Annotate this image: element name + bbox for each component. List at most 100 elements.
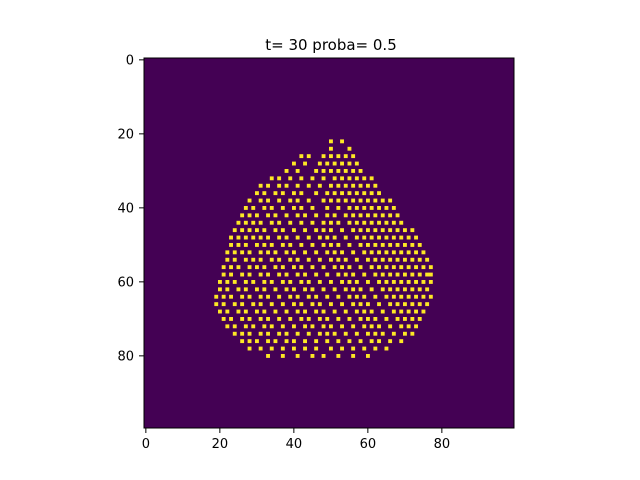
occupied-cell [325,339,330,344]
occupied-cell [347,265,352,270]
occupied-cell [347,317,352,321]
occupied-cell [269,220,274,225]
occupied-cell [288,294,293,299]
occupied-cell [280,228,285,233]
occupied-cell [277,257,282,262]
occupied-cell [358,243,363,247]
occupied-cell [229,235,233,240]
occupied-cell [354,176,359,181]
occupied-cell [325,331,330,336]
occupied-cell [366,354,370,358]
occupied-cell [225,250,230,255]
occupied-cell [232,331,237,336]
occupied-cell [362,346,367,351]
occupied-cell [277,294,282,299]
occupied-cell [317,302,322,307]
occupied-cell [377,235,381,240]
occupied-cell [347,220,352,225]
occupied-cell [266,272,270,277]
occupied-cell [332,235,337,240]
occupied-cell [403,317,407,321]
occupied-cell [329,257,333,262]
occupied-cell [395,243,400,247]
occupied-cell [329,169,333,173]
occupied-cell [373,183,378,188]
occupied-cell [325,206,330,210]
occupied-cell [218,280,222,284]
occupied-cell [358,317,363,321]
occupied-cell [321,154,326,159]
occupied-cell [410,257,415,262]
occupied-cell [362,294,367,299]
occupied-cell [336,354,341,358]
occupied-cell [358,265,363,270]
occupied-cell [388,243,393,247]
occupied-cell [321,354,326,358]
occupied-cell [292,265,296,270]
occupied-cell [236,287,241,292]
occupied-cell [366,183,370,188]
occupied-cell [221,272,226,277]
occupied-cell [369,206,374,210]
occupied-cell [362,250,367,255]
occupied-cell [384,317,389,321]
occupied-cell [417,243,422,247]
occupied-cell [303,213,307,218]
occupied-cell [295,354,300,358]
occupied-cell [255,243,259,247]
occupied-cell [391,235,396,240]
occupied-cell [351,228,356,233]
occupied-cell [225,309,230,314]
occupied-cell [295,169,300,173]
occupied-cell [362,272,367,277]
occupied-cell [362,191,367,196]
occupied-cell [232,228,237,233]
occupied-cell [303,346,307,351]
occupied-cell [321,265,326,270]
occupied-cell [351,302,356,307]
occupied-cell [258,257,263,262]
occupied-cell [321,228,326,233]
occupied-cell [295,183,300,188]
occupied-cell [273,250,278,255]
occupied-cell [218,287,222,292]
occupied-cell [351,198,356,203]
occupied-cell [351,183,356,188]
occupied-cell [380,213,385,218]
occupied-cell [373,346,378,351]
occupied-cell [269,302,274,307]
occupied-cell [258,183,263,188]
occupied-cell [325,272,330,277]
occupied-cell [377,191,381,196]
occupied-cell [262,265,267,270]
occupied-cell [343,309,348,314]
occupied-cell [406,294,411,299]
occupied-cell [388,272,393,277]
occupied-cell [240,331,245,336]
occupied-cell [403,302,407,307]
x-tick-label: 40 [286,437,303,452]
occupied-cell [277,220,282,225]
occupied-cell [373,257,378,262]
occupied-cell [292,250,296,255]
occupied-cell [280,265,285,270]
occupied-cell [343,235,348,240]
occupied-cell [340,250,344,255]
occupied-cell [273,339,278,344]
occupied-cell [384,206,389,210]
x-tick-label: 80 [434,437,451,452]
occupied-cell [273,191,278,196]
occupied-cell [340,346,344,351]
occupied-cell [399,265,404,270]
occupied-cell [329,198,333,203]
occupied-cell [336,294,341,299]
occupied-cell [425,302,430,307]
occupied-cell [269,280,274,284]
occupied-cell [336,198,341,203]
occupied-cell [340,324,344,329]
occupied-cell [380,243,385,247]
occupied-cell [240,294,245,299]
occupied-cell [299,302,304,307]
y-tick-label: 60 [117,275,134,290]
